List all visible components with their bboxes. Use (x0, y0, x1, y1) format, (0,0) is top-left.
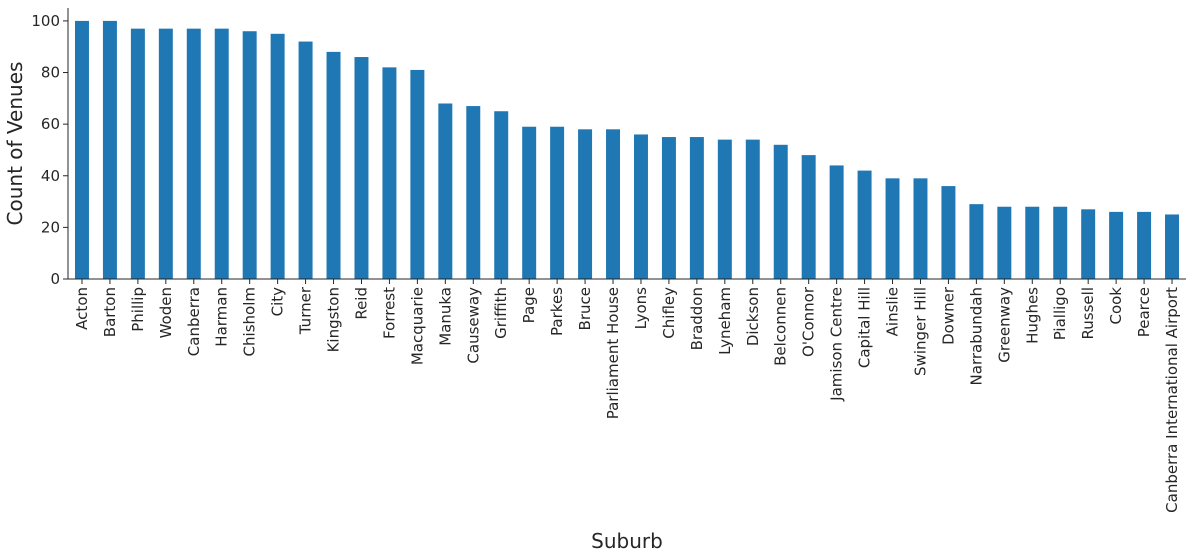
y-tick-label: 0 (50, 270, 60, 288)
bar (1053, 206, 1068, 279)
bar (494, 111, 509, 279)
y-tick-label: 20 (41, 218, 60, 236)
bar (214, 28, 229, 280)
x-tick-label: Downer (939, 286, 957, 345)
bar (410, 69, 425, 279)
bar (270, 33, 285, 279)
bar (550, 126, 565, 279)
bar (186, 28, 201, 280)
bar (1081, 209, 1096, 279)
x-tick-label: Chifley (660, 287, 678, 339)
x-tick-label: Cook (1107, 287, 1125, 325)
bar (969, 204, 984, 279)
bar (717, 139, 732, 279)
x-tick-label: Forrest (380, 287, 398, 339)
x-tick-label: Harman (213, 287, 231, 347)
x-tick-label: Capital Hill (856, 287, 874, 368)
bar (1165, 214, 1180, 279)
x-tick-label: Hughes (1023, 287, 1041, 344)
bar (941, 186, 956, 279)
bar (1025, 206, 1040, 279)
x-tick-label: Causeway (464, 287, 482, 364)
x-tick-label: Lyneham (716, 287, 734, 355)
bar (913, 178, 928, 279)
x-axis-title: Suburb (591, 529, 663, 553)
y-tick-label: 60 (41, 115, 60, 133)
x-tick-label: Griffith (492, 287, 510, 339)
x-tick-label: Page (520, 287, 538, 323)
x-tick-label: Bruce (576, 287, 594, 330)
bar (298, 41, 313, 279)
x-tick-label: Dickson (744, 287, 762, 346)
bar (801, 155, 816, 279)
bar (242, 31, 257, 279)
bar (661, 137, 676, 279)
x-tick-label: Canberra (185, 287, 203, 356)
bar (158, 28, 173, 280)
bar (466, 106, 481, 279)
axes-group (67, 8, 1186, 280)
x-tick-label: Belconnen (772, 287, 790, 366)
bar (74, 20, 89, 280)
x-tick-label: Acton (73, 287, 91, 330)
x-tick-label: Lyons (632, 287, 650, 330)
x-tick-label: Greenway (995, 287, 1013, 363)
bar (326, 51, 341, 279)
x-tick-label: Jamison Centre (828, 287, 846, 402)
bar (633, 134, 648, 279)
x-tick-label: Swinger Hill (911, 287, 929, 376)
bar (606, 129, 621, 279)
x-tick-label: Parliament House (604, 287, 622, 419)
y-ticks-group: 0 20 40 60 80 100 (31, 12, 68, 288)
bar (130, 28, 145, 280)
bar (829, 165, 844, 279)
y-tick-label: 100 (31, 12, 60, 30)
bar (1137, 211, 1152, 279)
x-tick-label: Barton (101, 287, 119, 337)
x-tick-label: Phillip (129, 287, 147, 332)
bar (1109, 211, 1124, 279)
x-tick-label: Chisholm (241, 287, 259, 356)
x-tick-label: Braddon (688, 287, 706, 350)
x-tick-label: Pialligo (1051, 287, 1069, 340)
x-tick-label: City (269, 287, 287, 317)
bar (773, 144, 788, 279)
x-tick-label: Pearce (1135, 287, 1153, 337)
bar (102, 20, 117, 280)
bar (354, 57, 369, 280)
bar (857, 170, 872, 279)
y-tick-label: 40 (41, 167, 60, 185)
bars-group (74, 20, 1180, 280)
x-ticks-group: Acton Barton Phillip Woden Canberra Harman Chi… (73, 279, 1181, 513)
bar (522, 126, 537, 279)
x-tick-label: Narrabundah (967, 287, 985, 385)
bar (997, 206, 1012, 279)
x-tick-label: Manuka (436, 287, 454, 346)
y-axis-title: Count of Venues (3, 62, 27, 226)
x-tick-label: Reid (352, 287, 370, 320)
bar (578, 129, 593, 279)
x-tick-label: Macquarie (408, 287, 426, 365)
bar (885, 178, 900, 279)
x-tick-label: Parkes (548, 287, 566, 336)
x-tick-label: O'Connor (800, 286, 818, 357)
bar (689, 137, 704, 279)
x-tick-label: Canberra International Airport (1163, 287, 1181, 513)
x-tick-label: Turner (297, 286, 315, 335)
y-tick-label: 80 (41, 64, 60, 82)
bar (745, 139, 760, 279)
bar (382, 67, 397, 279)
bar (438, 103, 453, 279)
x-tick-label: Woden (157, 287, 175, 338)
x-tick-label: Ainslie (884, 287, 902, 336)
x-tick-label: Kingston (325, 287, 343, 352)
x-tick-label: Russell (1079, 287, 1097, 339)
